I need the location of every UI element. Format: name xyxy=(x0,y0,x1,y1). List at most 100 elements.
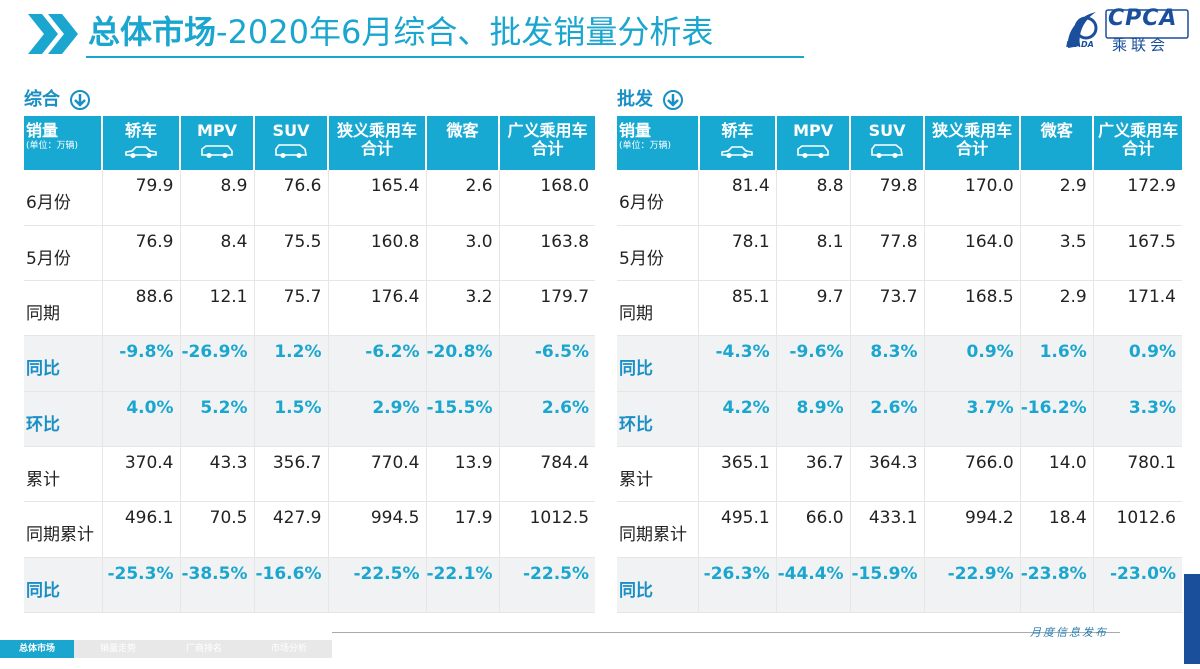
table-cell: 172.9 xyxy=(1093,170,1182,226)
wholesale-panel: 批发 销量 (单位：万辆) 轿车 MPV SUV 狭义乘用车 合计 微客 广义乘用车 合计 6月份… xyxy=(607,70,1182,632)
sedan-icon xyxy=(721,146,754,158)
column-header: MPV xyxy=(180,116,255,170)
table-cell: 171.4 xyxy=(1093,280,1182,337)
table-header-row: 销量 (单位：万辆) 轿车 MPV SUV 狭义乘用车 合计 微客 广义乘用车 合计 xyxy=(617,116,1182,170)
footer-rule xyxy=(332,632,1120,633)
sedan-icon xyxy=(125,146,157,158)
column-header: SUV xyxy=(254,116,329,170)
column-header: 微客 xyxy=(1020,116,1095,170)
table-cell: 8.1 xyxy=(776,225,851,282)
row-label: 5月份 xyxy=(617,225,700,282)
column-header: 轿车 xyxy=(698,116,778,170)
table-cell: 8.9 xyxy=(180,170,255,226)
table-cell: 168.0 xyxy=(499,170,596,226)
table-row: 6月份 81.4 8.8 79.8 170.0 2.9 172.9 xyxy=(617,170,1182,226)
table-cell: 1012.5 xyxy=(499,501,596,558)
row-label: 累计 xyxy=(24,446,103,503)
nav-item-overall-market[interactable]: 总体市场 xyxy=(0,640,74,658)
table-cell: 85.1 xyxy=(698,280,777,337)
table-cell: 76.6 xyxy=(254,170,329,226)
table-cell: 2.6 xyxy=(426,170,500,226)
table-cell: 76.9 xyxy=(102,225,181,282)
unit-label: (单位：万辆) xyxy=(619,141,672,151)
table-cell: 75.7 xyxy=(254,280,329,337)
down-arrow-icon xyxy=(663,90,684,110)
table-cell: 3.7% xyxy=(924,391,1021,447)
column-header-label: MPV xyxy=(793,121,834,140)
nav-item-maker-ranking[interactable]: 厂商排名 xyxy=(185,644,222,654)
table-cell: 4.0% xyxy=(102,391,181,447)
table-cell: 8.9% xyxy=(776,391,851,447)
table-cell: 766.0 xyxy=(924,446,1021,503)
table-cell: -23.0% xyxy=(1093,557,1182,613)
double-chevron-icon xyxy=(28,14,78,54)
combined-panel: 综合 销量 (单位：万辆) 轿车 MPV SUV 狭义乘用车 合计 微客 广义乘用车 合计 6月份… xyxy=(14,70,598,632)
table-cell: 780.1 xyxy=(1093,446,1182,503)
table-row: 同期 88.6 12.1 75.7 176.4 3.2 179.7 xyxy=(24,280,596,337)
logo-small-text: ICADA xyxy=(1066,40,1094,49)
column-header: SUV xyxy=(850,116,926,170)
table-cell: 770.4 xyxy=(328,446,427,503)
column-header: 轿车 xyxy=(102,116,181,170)
table-cell: 8.3% xyxy=(850,335,925,392)
column-header-label-line2: 合计 xyxy=(531,139,564,158)
table-cell: 364.3 xyxy=(850,446,925,503)
table-cell: 3.0 xyxy=(426,225,500,282)
suv-icon xyxy=(275,144,307,158)
table-cell: 176.4 xyxy=(328,280,427,337)
table-row: 同比 -9.8% -26.9% 1.2% -6.2% -20.8% -6.5% xyxy=(24,335,596,392)
table-cell: -16.2% xyxy=(1020,391,1094,447)
table-cell: -23.8% xyxy=(1020,557,1094,613)
table-cell: 356.7 xyxy=(254,446,329,503)
logo-subtitle: 乘联会 xyxy=(1112,36,1170,54)
row-label: 5月份 xyxy=(24,225,103,282)
table-cell: -4.3% xyxy=(698,335,777,392)
unit-label: (单位：万辆) xyxy=(26,141,79,151)
table-cell: 784.4 xyxy=(499,446,596,503)
wholesale-table: 销量 (单位：万辆) 轿车 MPV SUV 狭义乘用车 合计 微客 广义乘用车 合计 6月份 81.… xyxy=(617,116,1182,613)
column-header-label: 微客 xyxy=(1040,121,1073,140)
table-cell: 73.7 xyxy=(850,280,925,337)
table-row: 同期累计 496.1 70.5 427.9 994.5 17.9 1012.5 xyxy=(24,501,596,558)
table-row: 同比 -4.3% -9.6% 8.3% 0.9% 1.6% 0.9% xyxy=(617,335,1182,392)
table-cell: 2.6% xyxy=(850,391,925,447)
table-cell: -22.1% xyxy=(426,557,500,613)
table-cell: -9.8% xyxy=(102,335,181,392)
row-label: 环比 xyxy=(617,391,700,447)
table-cell: 165.4 xyxy=(328,170,427,226)
table-cell: 496.1 xyxy=(102,501,181,558)
page-title: 总体市场-2020年6月综合、批发销量分析表 xyxy=(88,13,714,51)
table-cell: 2.6% xyxy=(499,391,596,447)
row-label: 同比 xyxy=(24,557,103,613)
column-header-label: SUV xyxy=(272,121,310,140)
table-cell: 163.8 xyxy=(499,225,596,282)
column-header-label-line2: 合计 xyxy=(956,139,989,158)
table-cell: 427.9 xyxy=(254,501,329,558)
table-row: 5月份 76.9 8.4 75.5 160.8 3.0 163.8 xyxy=(24,225,596,282)
table-cell: 167.5 xyxy=(1093,225,1182,282)
table-header-row: 销量 (单位：万辆) 轿车 MPV SUV 狭义乘用车 合计 微客 广义乘用车 合计 xyxy=(24,116,596,170)
corner-accent xyxy=(1184,574,1200,664)
table-cell: 75.5 xyxy=(254,225,329,282)
table-cell: 994.5 xyxy=(328,501,427,558)
column-header: 狭义乘用车 合计 xyxy=(924,116,1022,170)
table-cell: -25.3% xyxy=(102,557,181,613)
table-cell: 370.4 xyxy=(102,446,181,503)
nav-item-market-analysis[interactable]: 市场分析 xyxy=(270,644,307,654)
table-cell: -15.9% xyxy=(850,557,925,613)
row-label: 6月份 xyxy=(24,170,103,226)
combined-table: 销量 (单位：万辆) 轿车 MPV SUV 狭义乘用车 合计 微客 广义乘用车 合计 6月份 79.… xyxy=(24,116,596,613)
section-nav: 总体市场 销量走势 厂商排名 市场分析 xyxy=(0,640,332,658)
cpca-logo xyxy=(1067,9,1189,48)
table-cell: 4.2% xyxy=(698,391,777,447)
row-label: 同比 xyxy=(24,335,103,392)
column-header-label-line2: 合计 xyxy=(360,139,393,158)
table-cell: 88.6 xyxy=(102,280,181,337)
column-header-label: 销量 xyxy=(26,121,59,140)
column-header: 微客 xyxy=(426,116,501,170)
table-cell: 36.7 xyxy=(776,446,851,503)
table-cell: -22.9% xyxy=(924,557,1021,613)
row-label: 累计 xyxy=(617,446,700,503)
nav-item-sales-trend[interactable]: 销量走势 xyxy=(99,644,136,654)
table-cell: 77.8 xyxy=(850,225,925,282)
